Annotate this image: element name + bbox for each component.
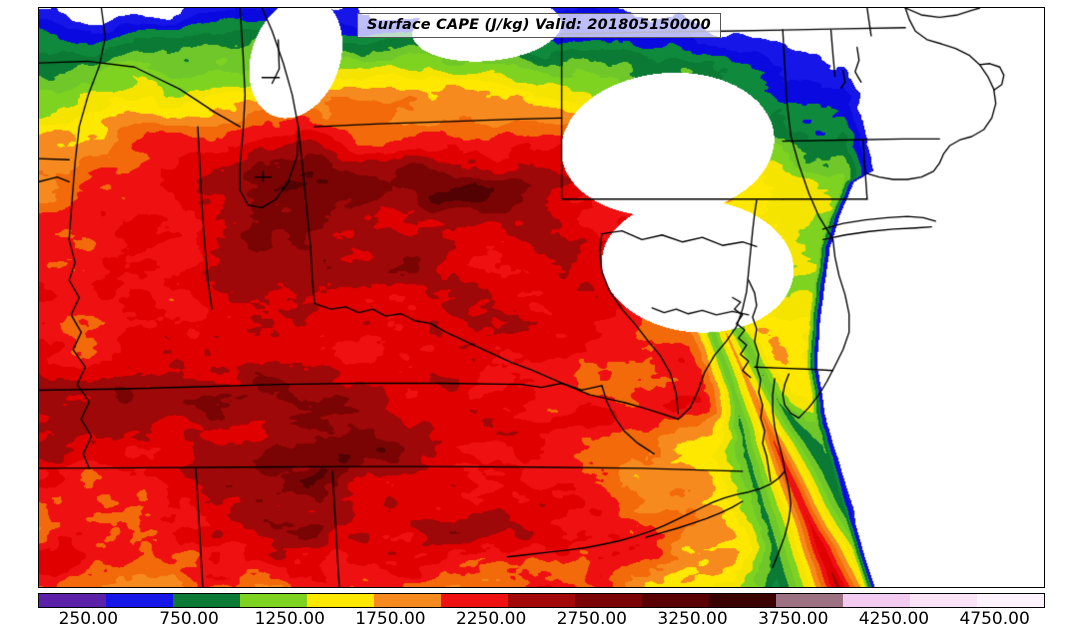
colorbar-gradient <box>38 593 1045 608</box>
colorbar-segment-2 <box>173 594 240 607</box>
colorbar-tick-7: 3750.00 <box>758 609 829 629</box>
colorbar-segment-14 <box>977 594 1044 607</box>
colorbar-segment-13 <box>910 594 977 607</box>
colorbar-tick-5: 2750.00 <box>556 609 627 629</box>
colorbar-segment-9 <box>642 594 709 607</box>
colorbar-tick-labels: 250.00 750.00 1250.00 1750.00 2250.00 2750.00… <box>38 608 1045 632</box>
page-title: Surface CAPE (J/kg) Valid: 201805150000 <box>367 17 711 33</box>
colorbar-tick-3: 1750.00 <box>355 609 426 629</box>
colorbar-segment-3 <box>240 594 307 607</box>
colorbar-segment-7 <box>508 594 575 607</box>
colorbar-tick-0: 250.00 <box>58 609 119 629</box>
colorbar-tick-9: 4750.00 <box>959 609 1030 629</box>
map-title-box: Surface CAPE (J/kg) Valid: 201805150000 <box>357 13 721 38</box>
colorbar-segment-6 <box>441 594 508 607</box>
colorbar-tick-8: 4250.00 <box>858 609 930 629</box>
colorbar-segment-10 <box>709 594 776 607</box>
colorbar-segment-0 <box>39 594 106 607</box>
colorbar-segment-12 <box>843 594 910 607</box>
cape-contour-canvas <box>39 8 1044 587</box>
colorbar-segment-1 <box>106 594 173 607</box>
colorbar-tick-2: 1250.00 <box>254 609 325 629</box>
map-panel <box>38 7 1045 588</box>
colorbar-tick-6: 3250.00 <box>657 609 728 629</box>
colorbar-segment-5 <box>374 594 441 607</box>
colorbar-tick-1: 750.00 <box>159 609 219 629</box>
colorbar-tick-4: 2250.00 <box>455 609 527 629</box>
colorbar: 250.00 750.00 1250.00 1750.00 2250.00 2750.00… <box>38 593 1045 633</box>
colorbar-segment-4 <box>307 594 374 607</box>
colorbar-segment-8 <box>575 594 642 607</box>
colorbar-segment-11 <box>776 594 843 607</box>
